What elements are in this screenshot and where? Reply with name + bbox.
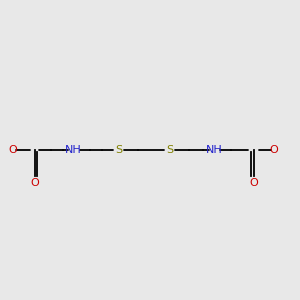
Text: NH: NH <box>65 145 82 155</box>
Text: O: O <box>249 178 258 188</box>
Text: O: O <box>8 145 17 155</box>
Text: S: S <box>166 145 173 155</box>
Text: O: O <box>30 178 39 188</box>
Text: NH: NH <box>206 145 223 155</box>
Text: O: O <box>269 145 278 155</box>
Text: S: S <box>115 145 122 155</box>
